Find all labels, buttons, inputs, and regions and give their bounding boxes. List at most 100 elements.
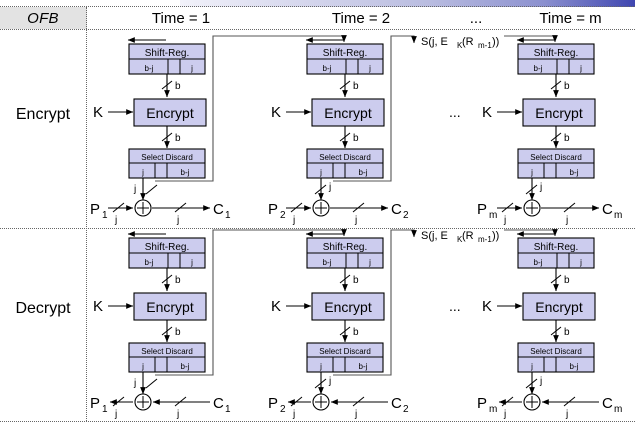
bus-tick-e1-a <box>161 80 173 90</box>
annotation-key-sub-d: K <box>457 235 463 244</box>
column-header-time-2: Time = 2 <box>331 9 391 27</box>
select-discard-right-d1: b-j <box>181 362 190 371</box>
select-discard-title-e1: Select Discard <box>141 153 193 162</box>
bus-width-b-em-b: b <box>564 133 570 144</box>
column-header-row: Time = 1 Time = 2 ... Time = m <box>86 7 635 29</box>
annotation-mid-e: (R <box>462 36 474 48</box>
key-label-e1: K <box>93 104 103 121</box>
encrypt-box-e1 <box>133 98 207 127</box>
feedback-loop-e2-to-annotation <box>333 35 417 182</box>
shift-register-title-d1: Shift-Reg. <box>145 242 189 253</box>
xor-plus-em <box>526 202 538 214</box>
column-header-time-m: Time = m <box>539 9 602 27</box>
shift-register-right-d2: j <box>368 258 371 267</box>
diagram-bottom-rule <box>0 421 635 422</box>
select-discard-left-e1: j <box>141 168 144 177</box>
bus-tick-e1-c <box>145 184 158 195</box>
shift-register-left-e1: b-j <box>145 64 154 73</box>
bus-width-b-e2-b: b <box>353 133 359 144</box>
row-label-encrypt: Encrypt <box>15 106 71 123</box>
feedback-loop-d2-to-annotation <box>333 229 417 376</box>
bus-tick-em-e <box>563 202 576 213</box>
plaintext-label-d1: P <box>90 395 100 412</box>
encrypt-box-e2 <box>311 98 385 127</box>
decrypt-stage-2: Shift-Reg. b-j j b K Encrypt b Select Di… <box>268 229 417 420</box>
shift-register-right-e1: j <box>190 64 193 73</box>
bus-tick-dm-c <box>525 378 538 389</box>
ciphertext-label-dm: C <box>602 395 613 412</box>
bus-width-b-d2-a: b <box>353 275 359 286</box>
ciphertext-sub-e2: 2 <box>403 210 409 221</box>
bus-width-j-d1-e: j <box>176 409 179 420</box>
annotation-index-sub-d: m-1 <box>478 235 492 244</box>
xor-plus-dm <box>526 396 538 408</box>
header-bottom-rule <box>0 29 635 30</box>
plaintext-sub-d2: 2 <box>280 404 286 415</box>
bus-width-b-dm-b: b <box>564 327 570 338</box>
bus-tick-dm-a <box>550 274 562 284</box>
bus-tick-dm-d <box>501 396 514 407</box>
bus-tick-d2-c <box>314 378 327 389</box>
shift-register-title-em: Shift-Reg. <box>534 48 578 59</box>
encrypt-box-em <box>522 98 596 127</box>
shift-register-left-d1: b-j <box>145 258 154 267</box>
ciphertext-sub-dm: m <box>614 404 622 415</box>
annotation-suffix-d: )) <box>492 230 499 242</box>
encrypt-box-title-dm: Encrypt <box>535 299 583 315</box>
shift-register-left-dm: b-j <box>534 258 543 267</box>
ciphertext-sub-d1: 1 <box>225 404 231 415</box>
encrypt-box-title-em: Encrypt <box>535 105 583 121</box>
shift-register-left-d2: b-j <box>323 258 332 267</box>
bus-width-j-d2-e: j <box>354 409 357 420</box>
select-discard-left-em: j <box>530 168 533 177</box>
bus-width-b-e1-b: b <box>175 133 181 144</box>
bus-width-j-dm-e: j <box>565 409 568 420</box>
ciphertext-label-e1: C <box>213 201 224 218</box>
bus-tick-e2-d <box>290 202 303 213</box>
bus-tick-dm-e <box>563 396 576 407</box>
xor-plus-d1 <box>137 396 149 408</box>
key-label-d1: K <box>93 298 103 315</box>
select-discard-right-e2: b-j <box>359 168 368 177</box>
encrypt-stage-1: Shift-Reg. b-j j b K Encrypt b Select Di… <box>90 35 347 226</box>
bus-tick-em-b <box>550 132 562 142</box>
bus-tick-d1-b <box>161 326 173 336</box>
bus-tick-d2-d <box>290 396 303 407</box>
shift-register-title-e2: Shift-Reg. <box>323 48 367 59</box>
xor-plus-d2 <box>315 396 327 408</box>
ciphertext-label-e2: C <box>391 201 402 218</box>
encrypt-box-d1 <box>133 292 207 321</box>
shift-register-right-dm: j <box>579 258 582 267</box>
bus-tick-d1-a <box>161 274 173 284</box>
encrypt-box-dm <box>522 292 596 321</box>
ciphertext-sub-e1: 1 <box>225 210 231 221</box>
ciphertext-label-d2: C <box>391 395 402 412</box>
bus-width-j-e2-d: j <box>292 215 295 226</box>
annotation-mid-d: (R <box>462 230 474 242</box>
select-discard-right-dm: b-j <box>570 362 579 371</box>
bus-tick-e2-a <box>339 80 351 90</box>
accent-gradient-bar <box>180 0 635 7</box>
encrypt-box-title-d2: Encrypt <box>324 299 372 315</box>
feedback-loop-d1-to-d2 <box>155 229 347 376</box>
key-label-em: K <box>482 104 492 121</box>
select-discard-title-d2: Select Discard <box>319 347 371 356</box>
decrypt-stage-1: Shift-Reg. b-j j b K Encrypt b Select Di… <box>90 229 347 420</box>
key-label-e2: K <box>271 104 281 121</box>
annotation-decrypt: S(j, E K (R m-1 )) <box>421 230 499 244</box>
decrypt-row-group: Shift-Reg. b-j j b K Encrypt b Select Di… <box>90 229 622 420</box>
xor-plus-e1 <box>137 202 149 214</box>
shift-register-right-d1: j <box>190 258 193 267</box>
bus-tick-d2-b <box>339 326 351 336</box>
plaintext-label-dm: P <box>477 395 487 412</box>
encrypt-box-d2 <box>311 292 385 321</box>
bus-width-j-e1-d: j <box>114 215 117 226</box>
encrypt-stage-m: Shift-Reg. b-j j b ... K Encrypt b Selec… <box>449 35 622 226</box>
header-top-rule <box>0 6 635 7</box>
ciphertext-sub-d2: 2 <box>403 404 409 415</box>
bus-width-j-d2-d: j <box>292 409 295 420</box>
feedback-loop-into-em <box>504 35 558 43</box>
bus-tick-e1-e <box>174 202 187 213</box>
